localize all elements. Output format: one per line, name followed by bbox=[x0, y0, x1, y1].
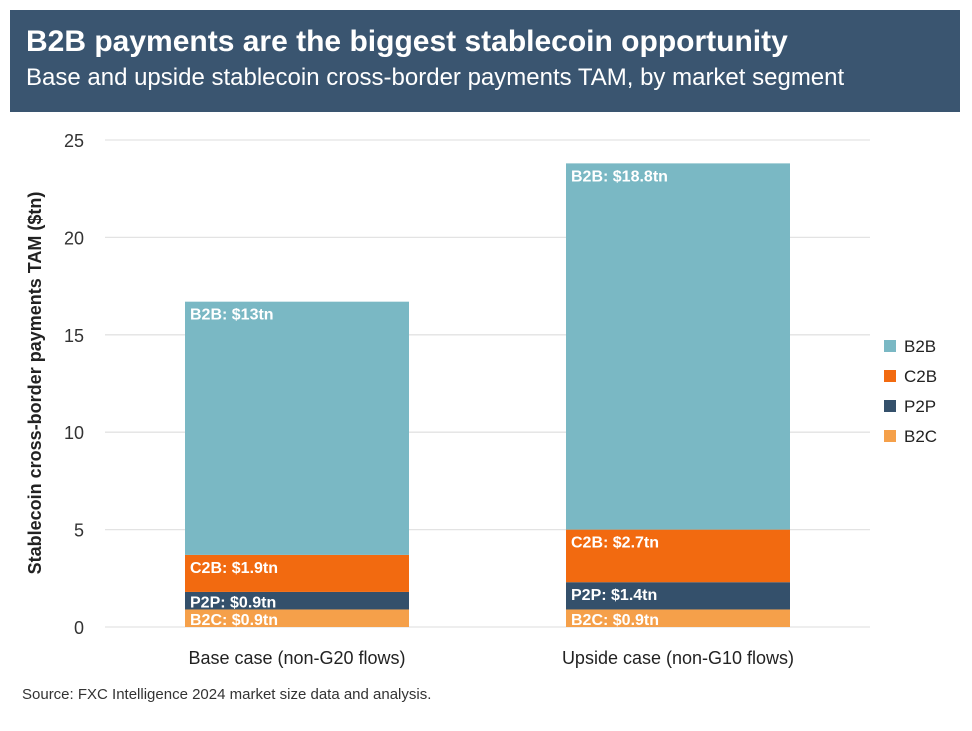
x-tick-label: Upside case (non-G10 flows) bbox=[562, 648, 794, 668]
legend-label: B2C bbox=[904, 427, 937, 446]
data-label: B2C: $0.9tn bbox=[190, 612, 278, 629]
legend-swatch-b2b bbox=[884, 340, 896, 352]
legend-swatch-b2c bbox=[884, 430, 896, 442]
y-tick-label: 15 bbox=[64, 326, 84, 346]
chart-header: B2B payments are the biggest stablecoin … bbox=[10, 10, 960, 112]
legend-label: C2B bbox=[904, 367, 937, 386]
data-label: B2B: $18.8tn bbox=[571, 168, 668, 185]
data-label: P2P: $0.9tn bbox=[190, 594, 276, 611]
bar-segment-c2b bbox=[185, 554, 409, 592]
y-tick-label: 0 bbox=[74, 618, 84, 638]
bar-segment-b2c bbox=[566, 609, 790, 627]
bar-segment-b2b bbox=[185, 301, 409, 555]
bar-segment-b2b bbox=[566, 163, 790, 530]
bar-segment-p2p bbox=[566, 582, 790, 610]
bar-segment-p2p bbox=[185, 591, 409, 610]
y-tick-label: 20 bbox=[64, 228, 84, 248]
x-tick-label: Base case (non-G20 flows) bbox=[188, 648, 405, 668]
data-label: B2B: $13tn bbox=[190, 307, 274, 324]
chart-subtitle: Base and upside stablecoin cross-border … bbox=[26, 64, 845, 91]
chart-title: B2B payments are the biggest stablecoin … bbox=[26, 25, 788, 58]
data-label: P2P: $1.4tn bbox=[571, 587, 657, 604]
source-note: Source: FXC Intelligence 2024 market siz… bbox=[22, 686, 432, 703]
y-tick-label: 25 bbox=[64, 131, 84, 151]
y-axis-label: Stablecoin cross-border payments TAM ($t… bbox=[25, 192, 45, 575]
data-label: B2C: $0.9tn bbox=[571, 612, 659, 629]
legend-label: B2B bbox=[904, 337, 936, 356]
legend-label: P2P bbox=[904, 397, 936, 416]
y-tick-label: 10 bbox=[64, 423, 84, 443]
bar-segment-c2b bbox=[566, 529, 790, 583]
legend-swatch-p2p bbox=[884, 400, 896, 412]
legend-swatch-c2b bbox=[884, 370, 896, 382]
data-label: C2B: $1.9tn bbox=[190, 560, 278, 577]
bar-segment-b2c bbox=[185, 609, 409, 627]
data-label: C2B: $2.7tn bbox=[571, 535, 659, 552]
y-tick-label: 5 bbox=[74, 521, 84, 541]
